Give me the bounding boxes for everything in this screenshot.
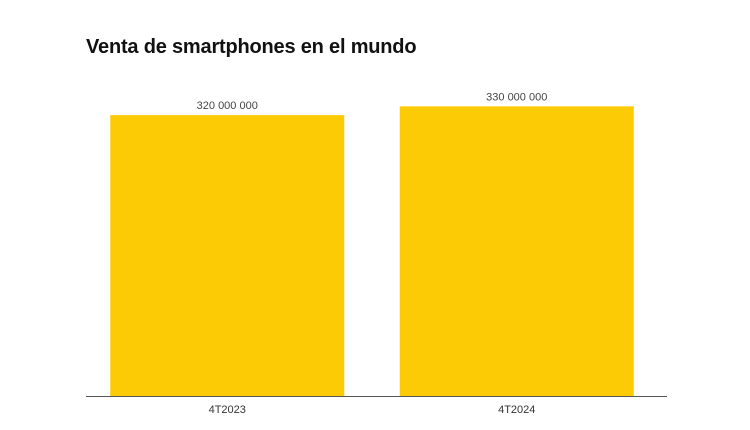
category-label: 4T2023 — [209, 404, 246, 416]
value-label: 330 000 000 — [486, 91, 547, 103]
bar-4T2024 — [399, 106, 634, 396]
category-label: 4T2024 — [498, 404, 535, 416]
value-label: 320 000 000 — [197, 100, 258, 112]
bar-4T2023 — [110, 115, 345, 396]
chart-title: Venta de smartphones en el mundo — [86, 36, 417, 58]
